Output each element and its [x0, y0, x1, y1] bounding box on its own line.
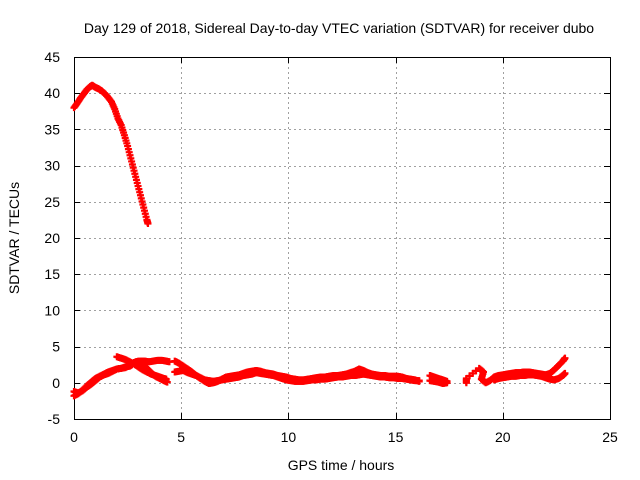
data-point [561, 354, 569, 362]
y-tick-label: 5 [52, 339, 60, 355]
y-tick-label: 0 [52, 375, 60, 391]
chart-title: Day 129 of 2018, Sidereal Day-to-day VTE… [84, 20, 594, 36]
series-low-main-2 [171, 357, 423, 388]
y-tick-label: -5 [48, 411, 61, 427]
x-axis-label: GPS time / hours [288, 457, 395, 473]
data-point [162, 375, 170, 383]
data-point [561, 369, 569, 377]
data-series [70, 81, 569, 400]
series-low-trace-b [70, 356, 173, 397]
data-point [415, 377, 423, 385]
y-tick-label: 35 [44, 121, 60, 137]
y-tick-label: 30 [44, 158, 60, 174]
series-low-trace-c [113, 353, 170, 383]
y-tick-label: 40 [44, 85, 60, 101]
series-low-gap-1 [426, 372, 451, 388]
data-point [443, 379, 451, 387]
y-tick-label: 25 [44, 194, 60, 210]
series-low-gap-3 [490, 369, 569, 384]
x-tick-label: 10 [281, 429, 297, 445]
x-tick-label: 5 [177, 429, 185, 445]
series-high-arc [70, 81, 152, 228]
y-tick-label: 10 [44, 302, 60, 318]
x-tick-label: 25 [602, 429, 618, 445]
axis-ticks [74, 57, 611, 420]
x-tick-label: 0 [70, 429, 78, 445]
y-tick-label: 45 [44, 49, 60, 65]
y-tick-label: 15 [44, 266, 60, 282]
x-tick-labels: 0 5 10 15 20 25 [70, 429, 618, 445]
y-axis-label: SDTVAR / TECUs [6, 182, 22, 294]
x-tick-label: 20 [495, 429, 511, 445]
data-point [144, 220, 152, 228]
y-tick-labels: -5 0 5 10 15 20 25 30 35 40 45 [44, 49, 60, 427]
grid-lines [74, 57, 610, 419]
y-tick-label: 20 [44, 230, 60, 246]
x-tick-label: 15 [388, 429, 404, 445]
